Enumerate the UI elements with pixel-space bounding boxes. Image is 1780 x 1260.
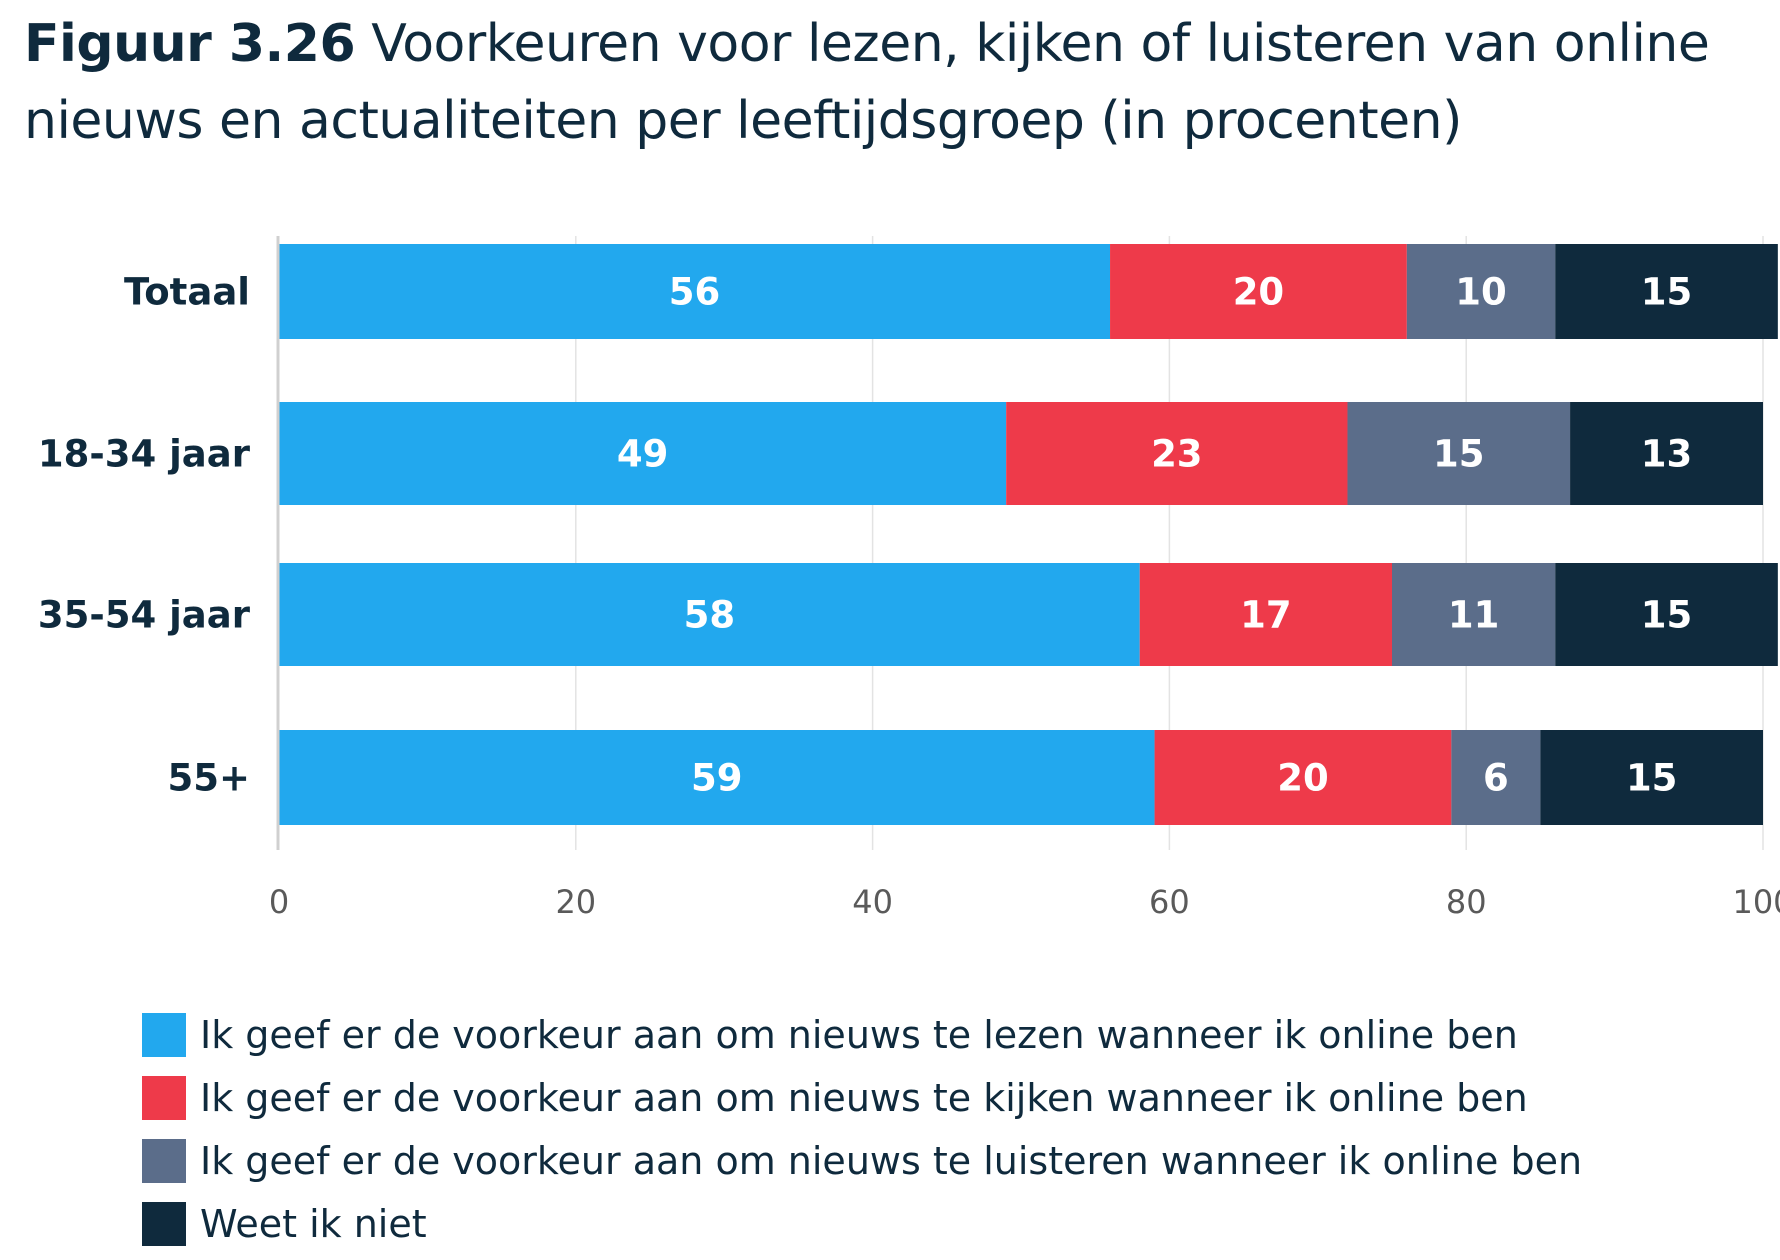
data-label-4-2: 20 xyxy=(1277,757,1329,800)
legend-item-2: Ik geef er de voorkeur aan om nieuws te … xyxy=(142,1066,1582,1129)
legend-item-4: Weet ik niet xyxy=(142,1192,1582,1255)
bar-3-series-3 xyxy=(1392,563,1556,666)
x-tick-label-0: 0 xyxy=(269,883,289,921)
data-label-4-3: 6 xyxy=(1483,757,1509,800)
legend-swatch-2 xyxy=(142,1075,186,1120)
chart-title: Figuur 3.26 Voorkeuren voor lezen, kijke… xyxy=(24,6,1764,160)
data-label-1-2: 20 xyxy=(1233,271,1285,314)
x-tick-label-100: 100 xyxy=(1732,883,1780,921)
bar-3-series-2 xyxy=(1139,563,1392,666)
data-label-2-2: 23 xyxy=(1151,433,1203,476)
data-label-3-1: 58 xyxy=(684,594,736,637)
bar-1-series-1 xyxy=(279,244,1111,339)
legend-item-3: Ik geef er de voorkeur aan om nieuws te … xyxy=(142,1129,1582,1192)
data-label-1-1: 56 xyxy=(669,271,721,314)
legend-label-1: Ik geef er de voorkeur aan om nieuws te … xyxy=(200,1012,1518,1057)
data-label-1-4: 15 xyxy=(1641,271,1693,314)
data-label-2-1: 49 xyxy=(617,433,669,476)
data-label-2-4: 13 xyxy=(1641,433,1693,476)
legend-label-4: Weet ik niet xyxy=(200,1201,427,1246)
bar-4-series-3 xyxy=(1451,730,1541,825)
figure-label: Figuur 3.26 xyxy=(24,14,356,74)
bar-3-series-1 xyxy=(279,563,1140,666)
legend-swatch-4 xyxy=(142,1201,186,1246)
data-label-2-3: 15 xyxy=(1433,433,1485,476)
x-tick-label-20: 20 xyxy=(555,883,596,921)
data-label-4-1: 59 xyxy=(691,757,743,800)
legend-swatch-3 xyxy=(142,1138,186,1183)
x-tick-label-60: 60 xyxy=(1149,883,1190,921)
legend-label-2: Ik geef er de voorkeur aan om nieuws te … xyxy=(200,1075,1528,1120)
bar-2-series-4 xyxy=(1570,402,1763,505)
bar-2-series-1 xyxy=(279,402,1007,505)
legend: Ik geef er de voorkeur aan om nieuws te … xyxy=(142,1003,1582,1255)
bar-1-series-4 xyxy=(1555,244,1778,339)
data-label-3-4: 15 xyxy=(1641,594,1693,637)
legend-swatch-1 xyxy=(142,1012,186,1057)
legend-item-1: Ik geef er de voorkeur aan om nieuws te … xyxy=(142,1003,1582,1066)
bar-4-series-4 xyxy=(1540,730,1763,825)
stacked-bar-chart: 56 20 10 15 Totaal 49 23 15 13 18-34 jaar 58 17 11 15… xyxy=(38,236,1780,921)
data-label-1-3: 10 xyxy=(1455,271,1507,314)
figure-title-text: Voorkeuren voor lezen, kijken of luister… xyxy=(24,14,1710,151)
bar-3-series-4 xyxy=(1555,563,1778,666)
bar-1-series-3 xyxy=(1406,244,1556,339)
bar-4-series-2 xyxy=(1154,730,1452,825)
x-tick-label-40: 40 xyxy=(852,883,893,921)
category-label-1: Totaal xyxy=(124,271,250,314)
category-label-4: 55+ xyxy=(168,757,251,800)
data-label-3-2: 17 xyxy=(1240,594,1292,637)
data-label-3-3: 11 xyxy=(1448,594,1500,637)
x-tick-label-80: 80 xyxy=(1446,883,1487,921)
bar-1-series-2 xyxy=(1110,244,1407,339)
data-label-4-4: 15 xyxy=(1626,757,1678,800)
category-label-3: 35-54 jaar xyxy=(38,594,251,637)
legend-label-3: Ik geef er de voorkeur aan om nieuws te … xyxy=(200,1138,1583,1183)
bar-2-series-3 xyxy=(1347,402,1571,505)
bar-2-series-2 xyxy=(1006,402,1348,505)
category-label-2: 18-34 jaar xyxy=(38,433,251,476)
bar-4-series-1 xyxy=(279,730,1155,825)
